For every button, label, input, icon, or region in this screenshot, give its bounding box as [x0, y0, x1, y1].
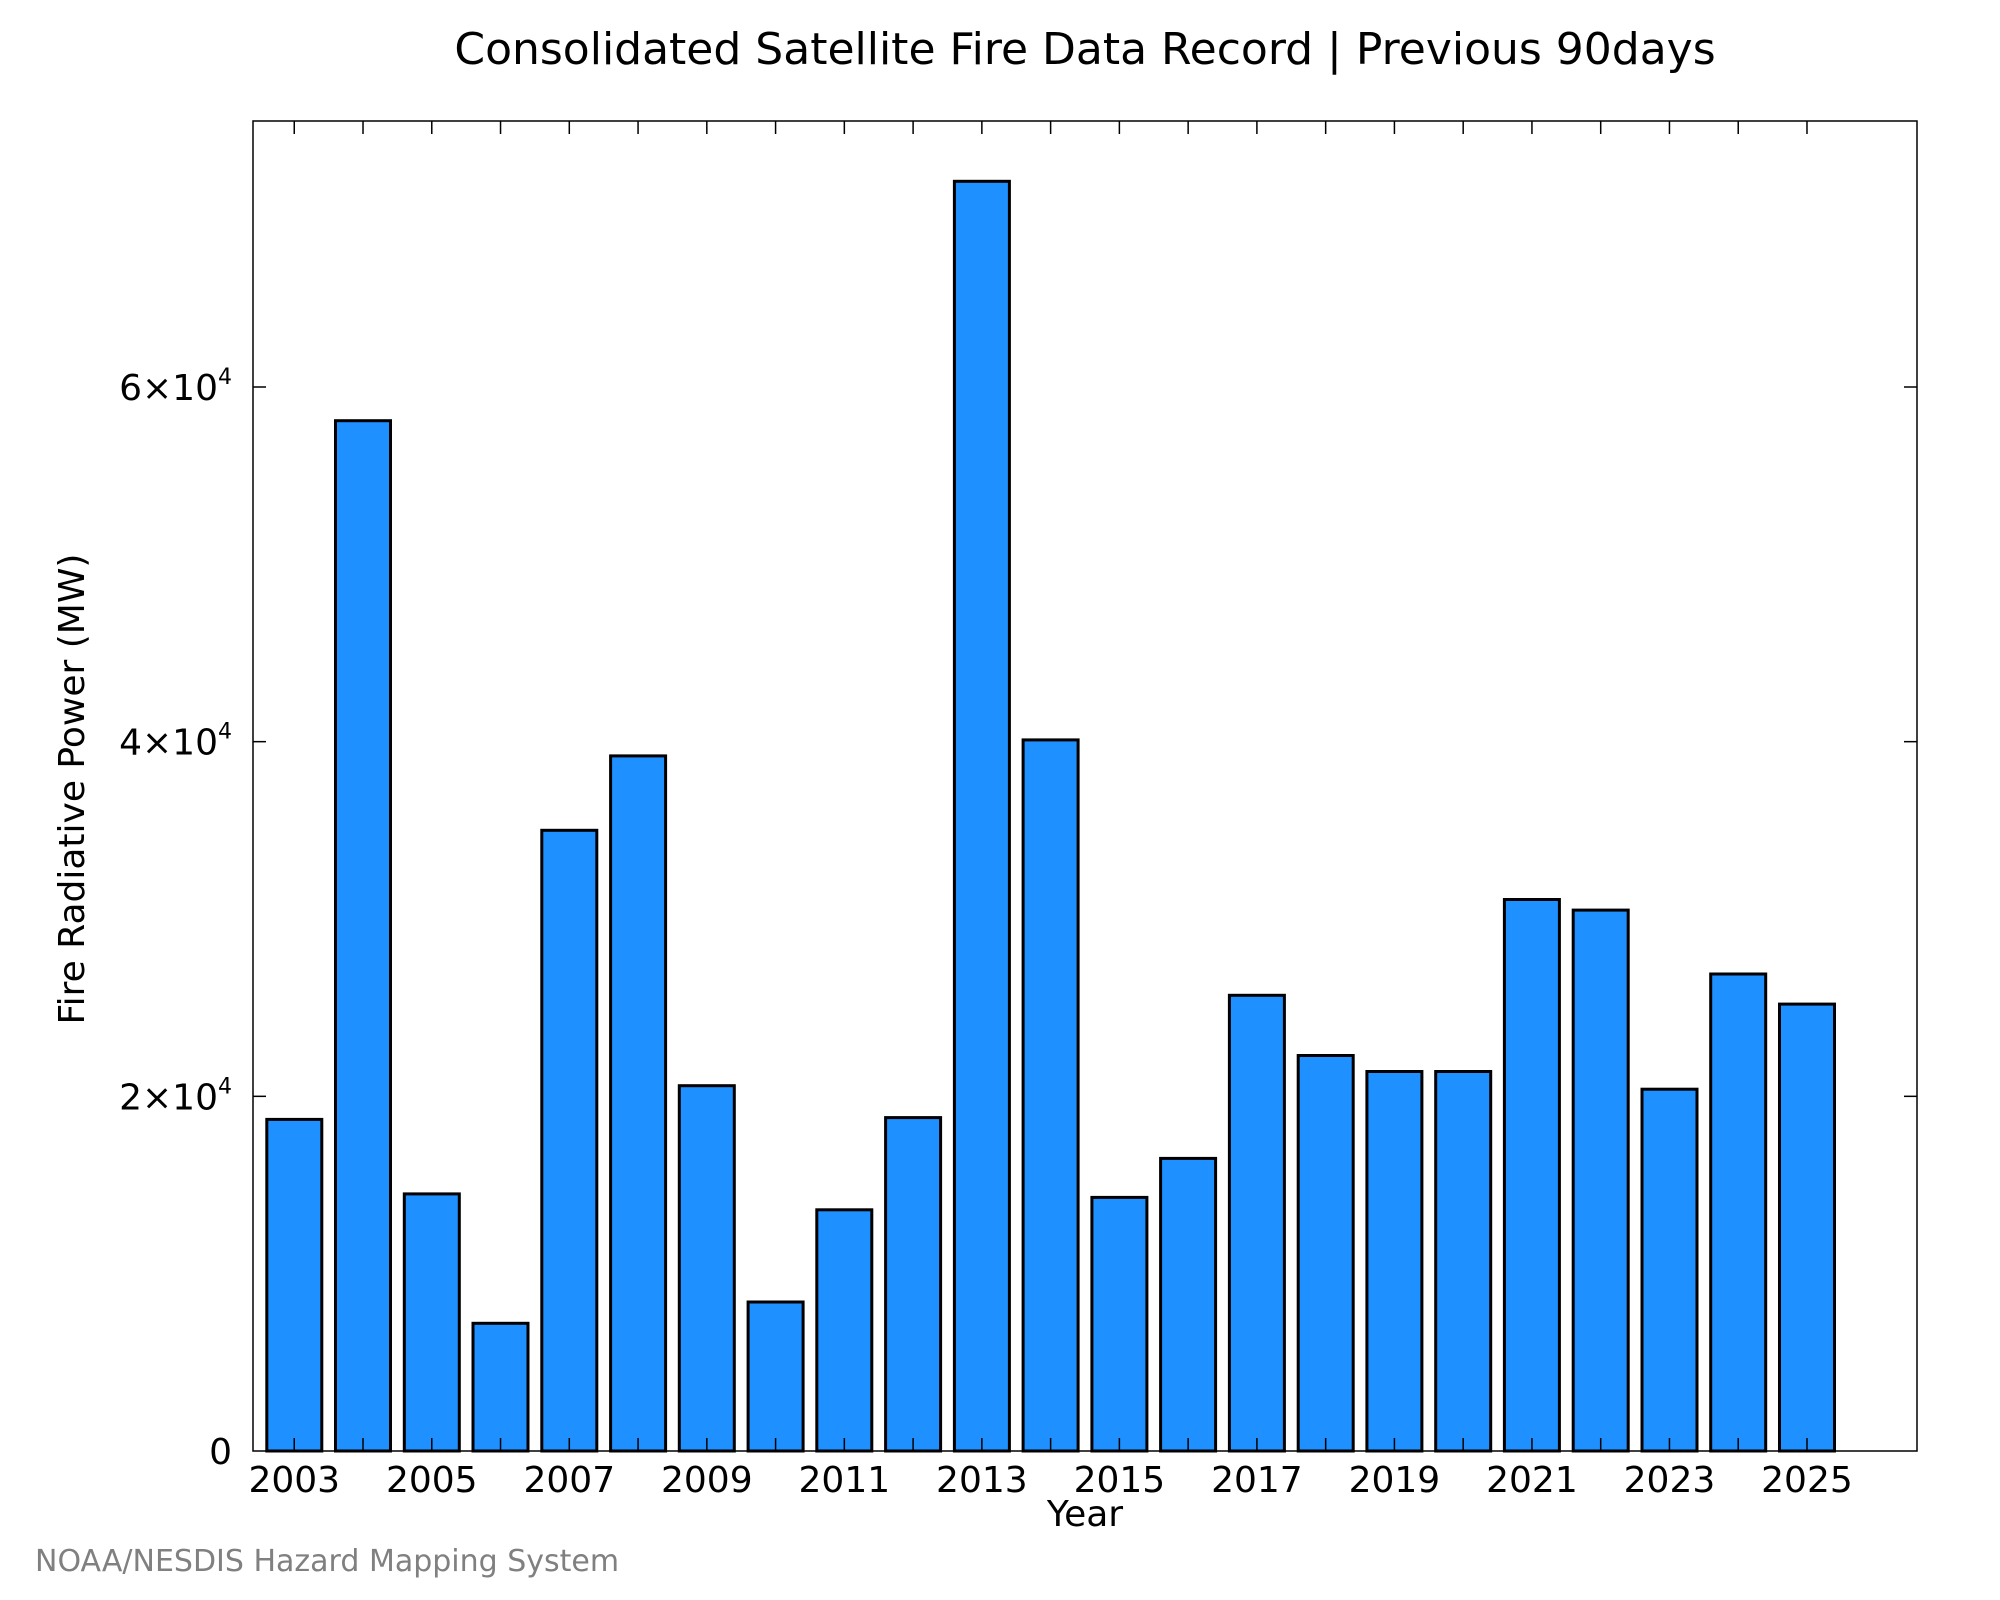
bar-2006: [471, 1321, 530, 1453]
x-tick-label-2007: 2007: [523, 1460, 615, 1501]
x-tick-label-2005: 2005: [386, 1460, 478, 1501]
y-tick-label-60000: 6×104: [119, 365, 232, 409]
bar-2015: [1090, 1195, 1149, 1453]
bar-2022: [1571, 908, 1630, 1453]
bar-2009: [677, 1084, 736, 1453]
chart-title: Consolidated Satellite Fire Data Record …: [454, 24, 1715, 75]
x-tick-label-2025: 2025: [1761, 1460, 1853, 1501]
x-tick-label-2003: 2003: [248, 1460, 340, 1501]
plot-frame: [252, 120, 1918, 1452]
y-tick-label-40000: 4×104: [119, 720, 232, 764]
bar-2025: [1778, 1002, 1836, 1453]
bar-2011: [815, 1208, 874, 1453]
bar-2013: [952, 179, 1011, 1453]
x-tick-label-2015: 2015: [1074, 1460, 1166, 1501]
x-tick-label-2021: 2021: [1486, 1460, 1578, 1501]
bar-2007: [540, 828, 599, 1453]
bar-2017: [1227, 993, 1286, 1453]
bar-2010: [746, 1300, 805, 1453]
x-tick-label-2017: 2017: [1211, 1460, 1303, 1501]
bar-2008: [609, 754, 668, 1453]
x-axis-label: Year: [1046, 1494, 1123, 1535]
x-tick-label-2009: 2009: [661, 1460, 753, 1501]
y-tick-label-20000: 2×104: [119, 1074, 232, 1118]
bars-group: [265, 179, 1836, 1453]
credit-text: NOAA/NESDIS Hazard Mapping System: [35, 1544, 619, 1579]
bar-2004: [334, 419, 392, 1453]
ticks-group: 2003 2005 2007 2009 2011 2013 2015 2017 2019 2021…: [119, 121, 1917, 1501]
bar-2014: [1021, 738, 1080, 1453]
y-axis-label: Fire Radiative Power (MW): [52, 554, 93, 1025]
bar-2003: [265, 1117, 324, 1453]
x-tick-label-2013: 2013: [936, 1460, 1028, 1501]
bar-2016: [1159, 1156, 1218, 1453]
x-tick-label-2023: 2023: [1624, 1460, 1716, 1501]
bar-2018: [1296, 1054, 1355, 1453]
y-tick-label-0: 0: [209, 1432, 232, 1473]
bar-2005: [402, 1192, 461, 1453]
x-tick-label-2019: 2019: [1349, 1460, 1441, 1501]
bar-2024: [1709, 972, 1768, 1453]
bar-2020: [1434, 1070, 1493, 1453]
bar-2023: [1640, 1087, 1699, 1453]
bar-2021: [1502, 898, 1561, 1453]
x-tick-label-2011: 2011: [799, 1460, 891, 1501]
bar-2012: [884, 1116, 943, 1453]
bar-2019: [1365, 1070, 1424, 1453]
